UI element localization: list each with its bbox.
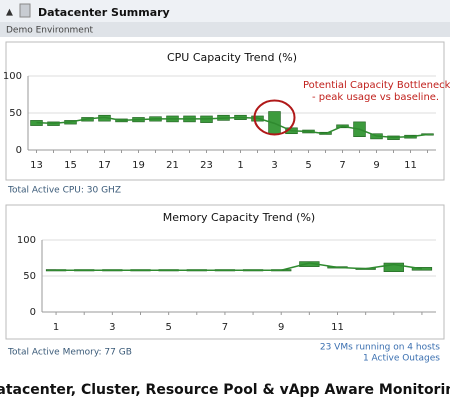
memory-footer: Total Active Memory: 77 GB — [7, 348, 132, 358]
y-tick-label: 100 — [3, 71, 22, 82]
trend-line — [56, 262, 423, 271]
annotation-text: Potential Capacity Bottleneck — [303, 80, 450, 91]
x-tick-label: 19 — [132, 160, 145, 171]
header-subtitle: Demo Environment — [6, 26, 94, 36]
trend-line — [36, 116, 428, 139]
y-tick-label: 0 — [30, 307, 36, 318]
y-tick-label: 50 — [23, 271, 36, 282]
collapse-icon[interactable]: ▲ — [6, 8, 13, 18]
x-tick-label: 5 — [165, 322, 171, 333]
cpu-panel — [5, 41, 445, 181]
x-tick-label: 9 — [278, 322, 284, 333]
outages-link[interactable]: 1 Active Outages — [363, 354, 440, 364]
datacenter-icon — [19, 3, 31, 18]
x-tick-label: 5 — [305, 160, 311, 171]
x-tick-label: 13 — [30, 160, 43, 171]
x-tick-label: 15 — [64, 160, 77, 171]
x-tick-label: 7 — [339, 160, 345, 171]
x-tick-label: 3 — [109, 322, 115, 333]
y-tick-label: 50 — [9, 108, 22, 119]
x-tick-label: 3 — [271, 160, 277, 171]
x-tick-label: 21 — [166, 160, 179, 171]
x-tick-label: 7 — [222, 322, 228, 333]
memory-panel — [5, 204, 445, 340]
y-tick-label: 100 — [17, 235, 36, 246]
range-box — [411, 267, 433, 271]
header-bar — [0, 0, 450, 22]
caption: Datacenter, Cluster, Resource Pool & vAp… — [0, 382, 450, 398]
range-box — [383, 262, 404, 272]
header-title: Datacenter Summary — [38, 6, 170, 19]
vms-link[interactable]: 23 VMs running on 4 hosts — [320, 343, 440, 353]
y-tick-label: 0 — [16, 145, 22, 156]
x-tick-label: 23 — [200, 160, 213, 171]
chart-title: CPU Capacity Trend (%) — [167, 51, 297, 64]
x-tick-label: 9 — [373, 160, 379, 171]
x-tick-label: 11 — [331, 322, 344, 333]
chart-title: Memory Capacity Trend (%) — [163, 211, 315, 224]
x-tick-label: 1 — [237, 160, 243, 171]
annotation-text: - peak usage vs baseline. — [312, 92, 439, 103]
annotation-circle — [253, 99, 296, 136]
cpu-footer: Total Active CPU: 30 GHZ — [7, 186, 121, 196]
subtitle-bar — [0, 22, 450, 37]
x-tick-label: 11 — [404, 160, 417, 171]
x-tick-label: 17 — [98, 160, 111, 171]
x-tick-label: 1 — [53, 322, 59, 333]
